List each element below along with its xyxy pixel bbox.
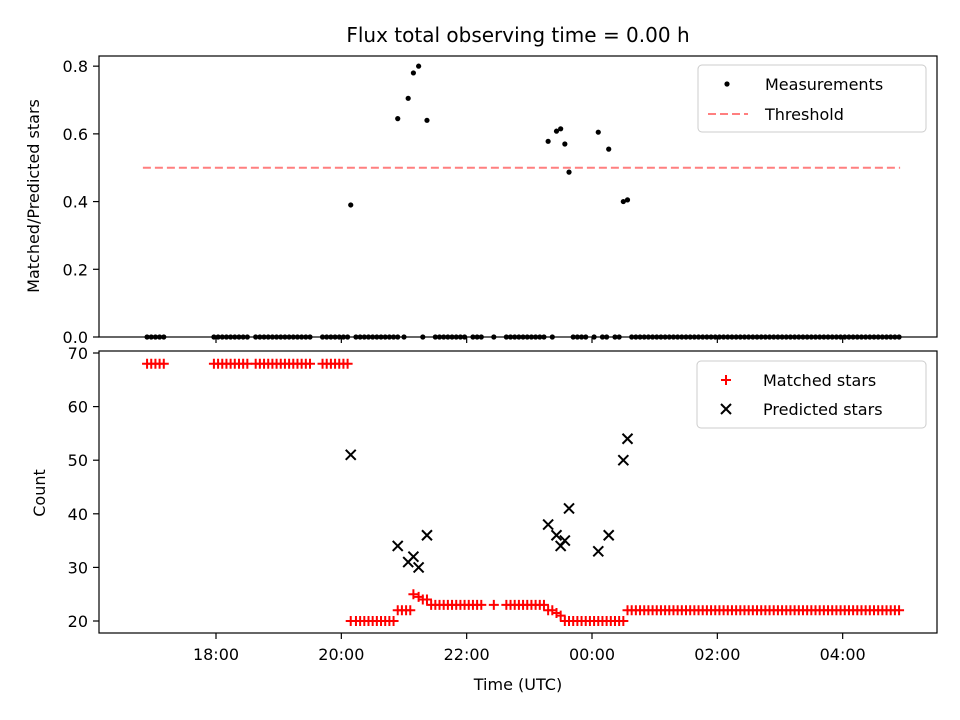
predicted-star-point [421, 529, 433, 541]
y-tick-label-bottom: 20 [68, 612, 88, 631]
measurement-point [562, 141, 568, 147]
measurement-point [395, 116, 401, 122]
matched-star-point [342, 358, 353, 369]
top-legend: Measurements Threshold [697, 64, 927, 133]
measurement-point [606, 146, 612, 152]
y-tick-label-bottom: 30 [68, 558, 88, 577]
matched-star-point [555, 610, 566, 621]
measurement-point [410, 70, 416, 76]
y-tick-label-bottom: 50 [68, 451, 88, 470]
measurement-point [416, 63, 422, 69]
x-tick-label: 04:00 [820, 645, 866, 664]
measurement-point [405, 95, 411, 101]
x-tick-label: 00:00 [569, 645, 615, 664]
y-tick-label-top: 0.6 [63, 125, 88, 144]
matched-star-point [618, 616, 629, 626]
y-tick-label-top: 0.8 [63, 57, 88, 76]
matched-star-point [476, 599, 487, 610]
matched-star-point [894, 605, 905, 616]
predicted-star-point [592, 545, 604, 558]
y-tick-label-top: 0.4 [63, 193, 88, 212]
predicted-star-point [563, 502, 575, 515]
measurement-point [348, 202, 354, 208]
y-tick-label-top: 0.0 [63, 328, 88, 347]
matched-star-point [242, 358, 253, 369]
y-tick-label-bottom: 70 [68, 344, 88, 363]
measurement-point [545, 138, 551, 144]
bottom-subplot: Count Time (UTC) 20 30 40 50 60 70 18:00 20:00… [30, 344, 938, 694]
x-tick-label: 02:00 [694, 645, 740, 664]
y-tick-label-top: 0.2 [63, 260, 88, 279]
top-subplot: Flux total observing time = 0.00 h Match… [24, 23, 938, 347]
x-tick-label: 20:00 [318, 645, 364, 664]
matched-star-point [158, 358, 169, 369]
bottom-legend: Matched stars Predicted stars [696, 360, 927, 429]
chart-title: Flux total observing time = 0.00 h [346, 23, 689, 47]
legend-label-measurements: Measurements [765, 75, 883, 94]
legend-label-matched: Matched stars [763, 371, 876, 390]
predicted-star-point [550, 529, 563, 541]
legend-box-bottom [696, 360, 927, 429]
legend-label-predicted: Predicted stars [763, 400, 883, 419]
legend-box-top [697, 64, 927, 133]
legend-label-threshold: Threshold [764, 105, 844, 124]
x-tick-label: 22:00 [444, 645, 490, 664]
measurement-point [566, 169, 572, 175]
legend-marker-measurements [724, 81, 730, 87]
predicted-star-point [621, 433, 634, 445]
legend-marker-predicted [720, 403, 732, 415]
measurement-point [595, 129, 601, 135]
y-axis-label-top: Matched/Predicted stars [24, 99, 43, 293]
predicted-star-point [345, 449, 357, 461]
measurement-point [620, 198, 626, 205]
matched-star-point [421, 594, 432, 605]
top-axes-frame [98, 55, 938, 338]
predicted-star-point [617, 454, 630, 466]
legend-marker-matched [721, 375, 731, 385]
matched-star-point [538, 599, 549, 610]
bottom-axes-frame [98, 350, 938, 634]
measurement-point [424, 117, 430, 123]
y-tick-label-bottom: 60 [68, 398, 88, 417]
matched-star-point [488, 599, 499, 610]
predicted-star-point [392, 540, 404, 552]
matched-star-point [405, 605, 416, 616]
y-axis-label-bottom: Count [30, 469, 49, 517]
matched-star-point [305, 358, 315, 369]
x-tick-label: 18:00 [193, 645, 239, 664]
predicted-star-point [407, 550, 420, 563]
x-axis-label: Time (UTC) [473, 675, 562, 694]
predicted-star-point [603, 529, 615, 541]
predicted-star-point [559, 534, 571, 547]
measurement-point [624, 197, 631, 203]
measurement-point [558, 126, 564, 132]
predicted-star-point [542, 518, 554, 531]
matched-star-point [388, 616, 399, 626]
matched-star-point [408, 589, 419, 600]
y-tick-label-bottom: 40 [68, 505, 88, 524]
predicted-star-point [412, 561, 425, 574]
measurement-point [553, 128, 560, 134]
